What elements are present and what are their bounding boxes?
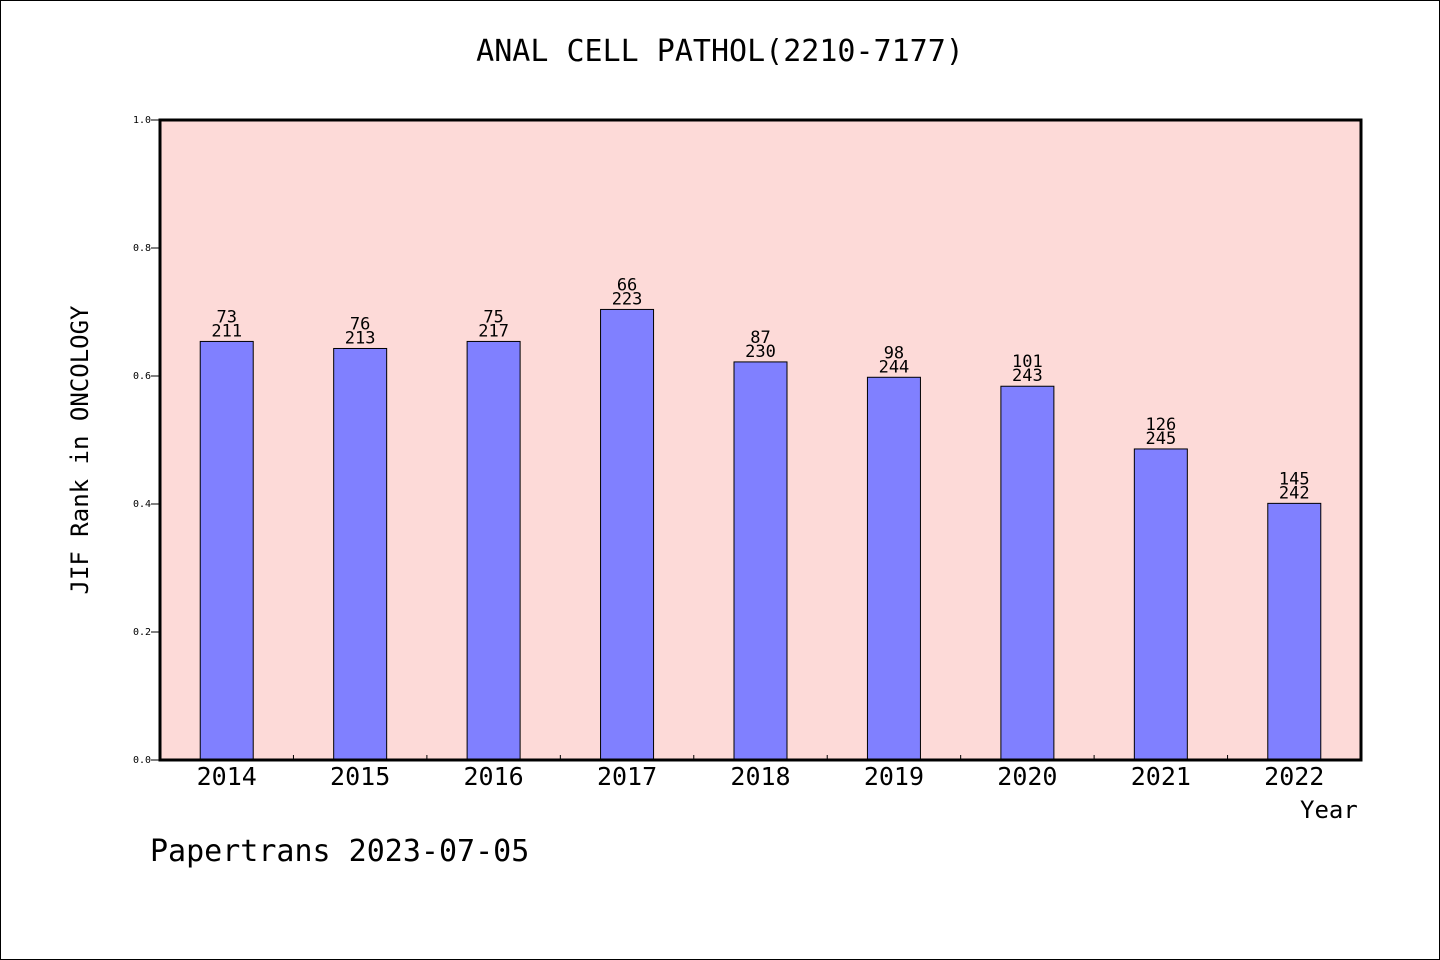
x-tick-label: 2019 xyxy=(864,762,924,791)
bar-2020 xyxy=(1000,385,1055,761)
bar-2016 xyxy=(466,340,521,761)
bar-2021 xyxy=(1133,448,1188,761)
bar-rank-label: 101 xyxy=(1012,352,1043,372)
x-axis-label: Year xyxy=(1300,796,1358,824)
x-tick-label: 2015 xyxy=(330,762,390,791)
y-tick-label: 0.8 xyxy=(133,243,151,254)
bar-total-label: 211 xyxy=(211,321,242,341)
bar-rank-label: 76 xyxy=(350,314,370,334)
bar-total-label: 242 xyxy=(1279,483,1310,503)
bar-2014 xyxy=(199,340,254,761)
bar-rank-label: 75 xyxy=(483,307,503,327)
chart-title: ANAL CELL PATHOL(2210-7177) xyxy=(476,34,964,69)
x-tick-label: 2021 xyxy=(1131,762,1191,791)
x-tick-label: 2014 xyxy=(197,762,257,791)
y-tick-label: 0.0 xyxy=(133,755,151,766)
bar-2019 xyxy=(866,376,921,761)
bar-rank-label: 66 xyxy=(617,275,637,295)
x-tick-label: 2016 xyxy=(464,762,524,791)
bar-2017 xyxy=(600,308,655,761)
bar-rank-label: 87 xyxy=(750,328,770,348)
y-tick-label: 0.2 xyxy=(133,627,151,638)
bar-total-label: 245 xyxy=(1145,429,1176,449)
bar-rank-label: 145 xyxy=(1279,469,1310,489)
x-tick-label: 2022 xyxy=(1264,762,1324,791)
bar-rank-label: 126 xyxy=(1145,415,1176,435)
y-tick-label: 0.6 xyxy=(133,371,151,382)
bar-2015 xyxy=(333,347,388,761)
bar-rank-label: 73 xyxy=(216,307,236,327)
bar-total-label: 223 xyxy=(612,289,643,309)
bar-total-label: 243 xyxy=(1012,366,1043,386)
y-tick-label: 1.0 xyxy=(133,115,151,126)
bar-total-label: 230 xyxy=(745,342,776,362)
x-tick-label: 2018 xyxy=(730,762,790,791)
bar-total-label: 244 xyxy=(879,357,910,377)
y-tick-label: 0.4 xyxy=(133,499,151,510)
plot-border xyxy=(158,118,1363,762)
bar-total-label: 217 xyxy=(478,321,509,341)
footer-text: Papertrans 2023-07-05 xyxy=(150,834,530,869)
bar-total-label: 213 xyxy=(345,328,376,348)
x-tick-label: 2020 xyxy=(997,762,1057,791)
bar-rank-label: 98 xyxy=(884,343,904,363)
x-tick-label: 2017 xyxy=(597,762,657,791)
bar-2022 xyxy=(1267,502,1322,761)
bar-2018 xyxy=(733,361,788,761)
